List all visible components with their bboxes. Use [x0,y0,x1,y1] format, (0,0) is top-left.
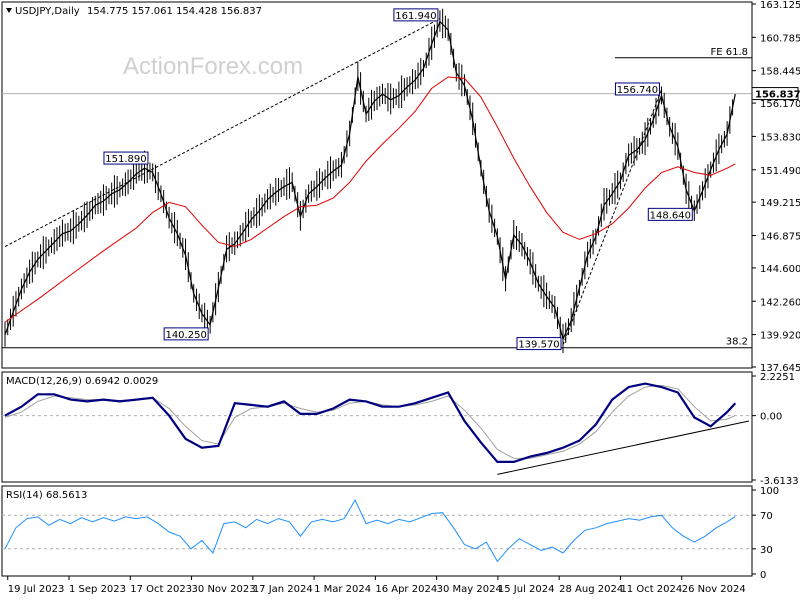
current-price-label: 156.837 [755,90,800,101]
price-annotation-box [103,151,149,165]
macd-line [4,382,737,463]
macd-y-tick-label: -3.6133 [760,476,799,487]
x-tick-label: 11 Oct 2024 [620,584,682,595]
level-label: 38.2 [726,337,748,348]
level-label: FE 61.8 [710,47,748,58]
price-series-line [4,20,736,341]
macd-plot: MACD(12,26,9) 0.6942 0.0029 [2,376,752,475]
symbol-label: USDJPY,Daily [15,6,80,17]
x-tick-label: 19 Jul 2023 [8,584,65,595]
rsi-panel-frame [1,485,753,577]
ohlc-readout: 154.775 157.061 154.428 156.837 [87,6,262,17]
price-header: USDJPY,Daily 154.775 157.061 154.428 156… [6,6,262,17]
price-y-tick-label: 158.445 [760,67,800,78]
price-annotation-box [614,82,660,96]
x-tick-label: 17 Oct 2023 [130,584,192,595]
rsi-line [4,499,736,563]
price-annotation-label: 139.570 [518,340,559,351]
macd-panel-frame [1,371,753,483]
price-y-tick-label: 149.215 [760,198,800,209]
price-y-tick-label: 160.785 [760,33,800,44]
x-tick-label: 1 Mar 2024 [314,584,371,595]
price-y-tick-label: 146.875 [760,232,800,243]
x-tick-label: 1 Sep 2023 [69,584,126,595]
price-annotation-label: 151.890 [105,154,146,165]
price-y-tick-label: 153.830 [760,132,800,143]
rsi-title: RSI(14) 68.5613 [6,490,87,501]
price-y-tick-label: 151.490 [760,166,800,177]
macd-y-tick-label: 0.00 [760,412,782,423]
trendline-0 [4,18,441,247]
macd-trendline [497,420,750,475]
price-annotation-box [516,337,562,351]
price-y-tick-label: 139.920 [760,331,800,342]
macd-title: MACD(12,26,9) 0.6942 0.0029 [6,376,158,387]
price-y-tick-label: 137.645 [760,363,800,374]
dropdown-triangle-icon [6,8,12,13]
price-y-tick-label: 144.600 [760,264,800,275]
price-annotation-box [393,8,439,22]
price-annotation-label: 161.940 [395,11,436,22]
x-tick-label: 26 Nov 2024 [682,584,746,595]
rsi-y-tick-label: 0 [760,570,766,581]
rsi-y-tick-label: 30 [760,545,773,556]
x-tick-label: 16 Apr 2024 [375,584,437,595]
current-price-box [751,87,799,101]
x-tick-label: 30 May 2024 [437,584,502,595]
price-y-tick-label: 163.125 [760,0,800,11]
rsi-y-tick-label: 100 [760,486,779,497]
x-tick-label: 30 Nov 2023 [192,584,256,595]
macd-y-tick-label: 2.2251 [760,372,795,383]
price-y-tick-label: 142.260 [760,297,800,308]
x-tick-label: 15 Jul 2024 [498,584,555,595]
price-annotation-label: 148.640 [650,210,691,221]
watermark: ActionForex.com [123,53,303,80]
price-annotation-box [647,207,693,221]
moving-average-line [4,76,736,323]
rsi-y-tick-label: 70 [760,511,773,522]
price-plot: 151.890 140.250 161.940 139.570 156.740 148.6… [2,8,752,353]
price-annotation-box [163,327,209,341]
price-y-tick-label: 156.170 [760,99,800,110]
price-panel-frame [1,1,753,369]
price-annotation-label: 156.740 [617,85,658,96]
axes: 163.125 160.785 158.445 156.170 153.830 151.4… [7,0,800,595]
price-annotation-label: 140.250 [165,330,206,341]
x-tick-label: 17 Jan 2024 [253,584,313,595]
rsi-plot: RSI(14) 68.5613 [2,490,752,563]
x-tick-label: 28 Aug 2024 [559,584,623,595]
